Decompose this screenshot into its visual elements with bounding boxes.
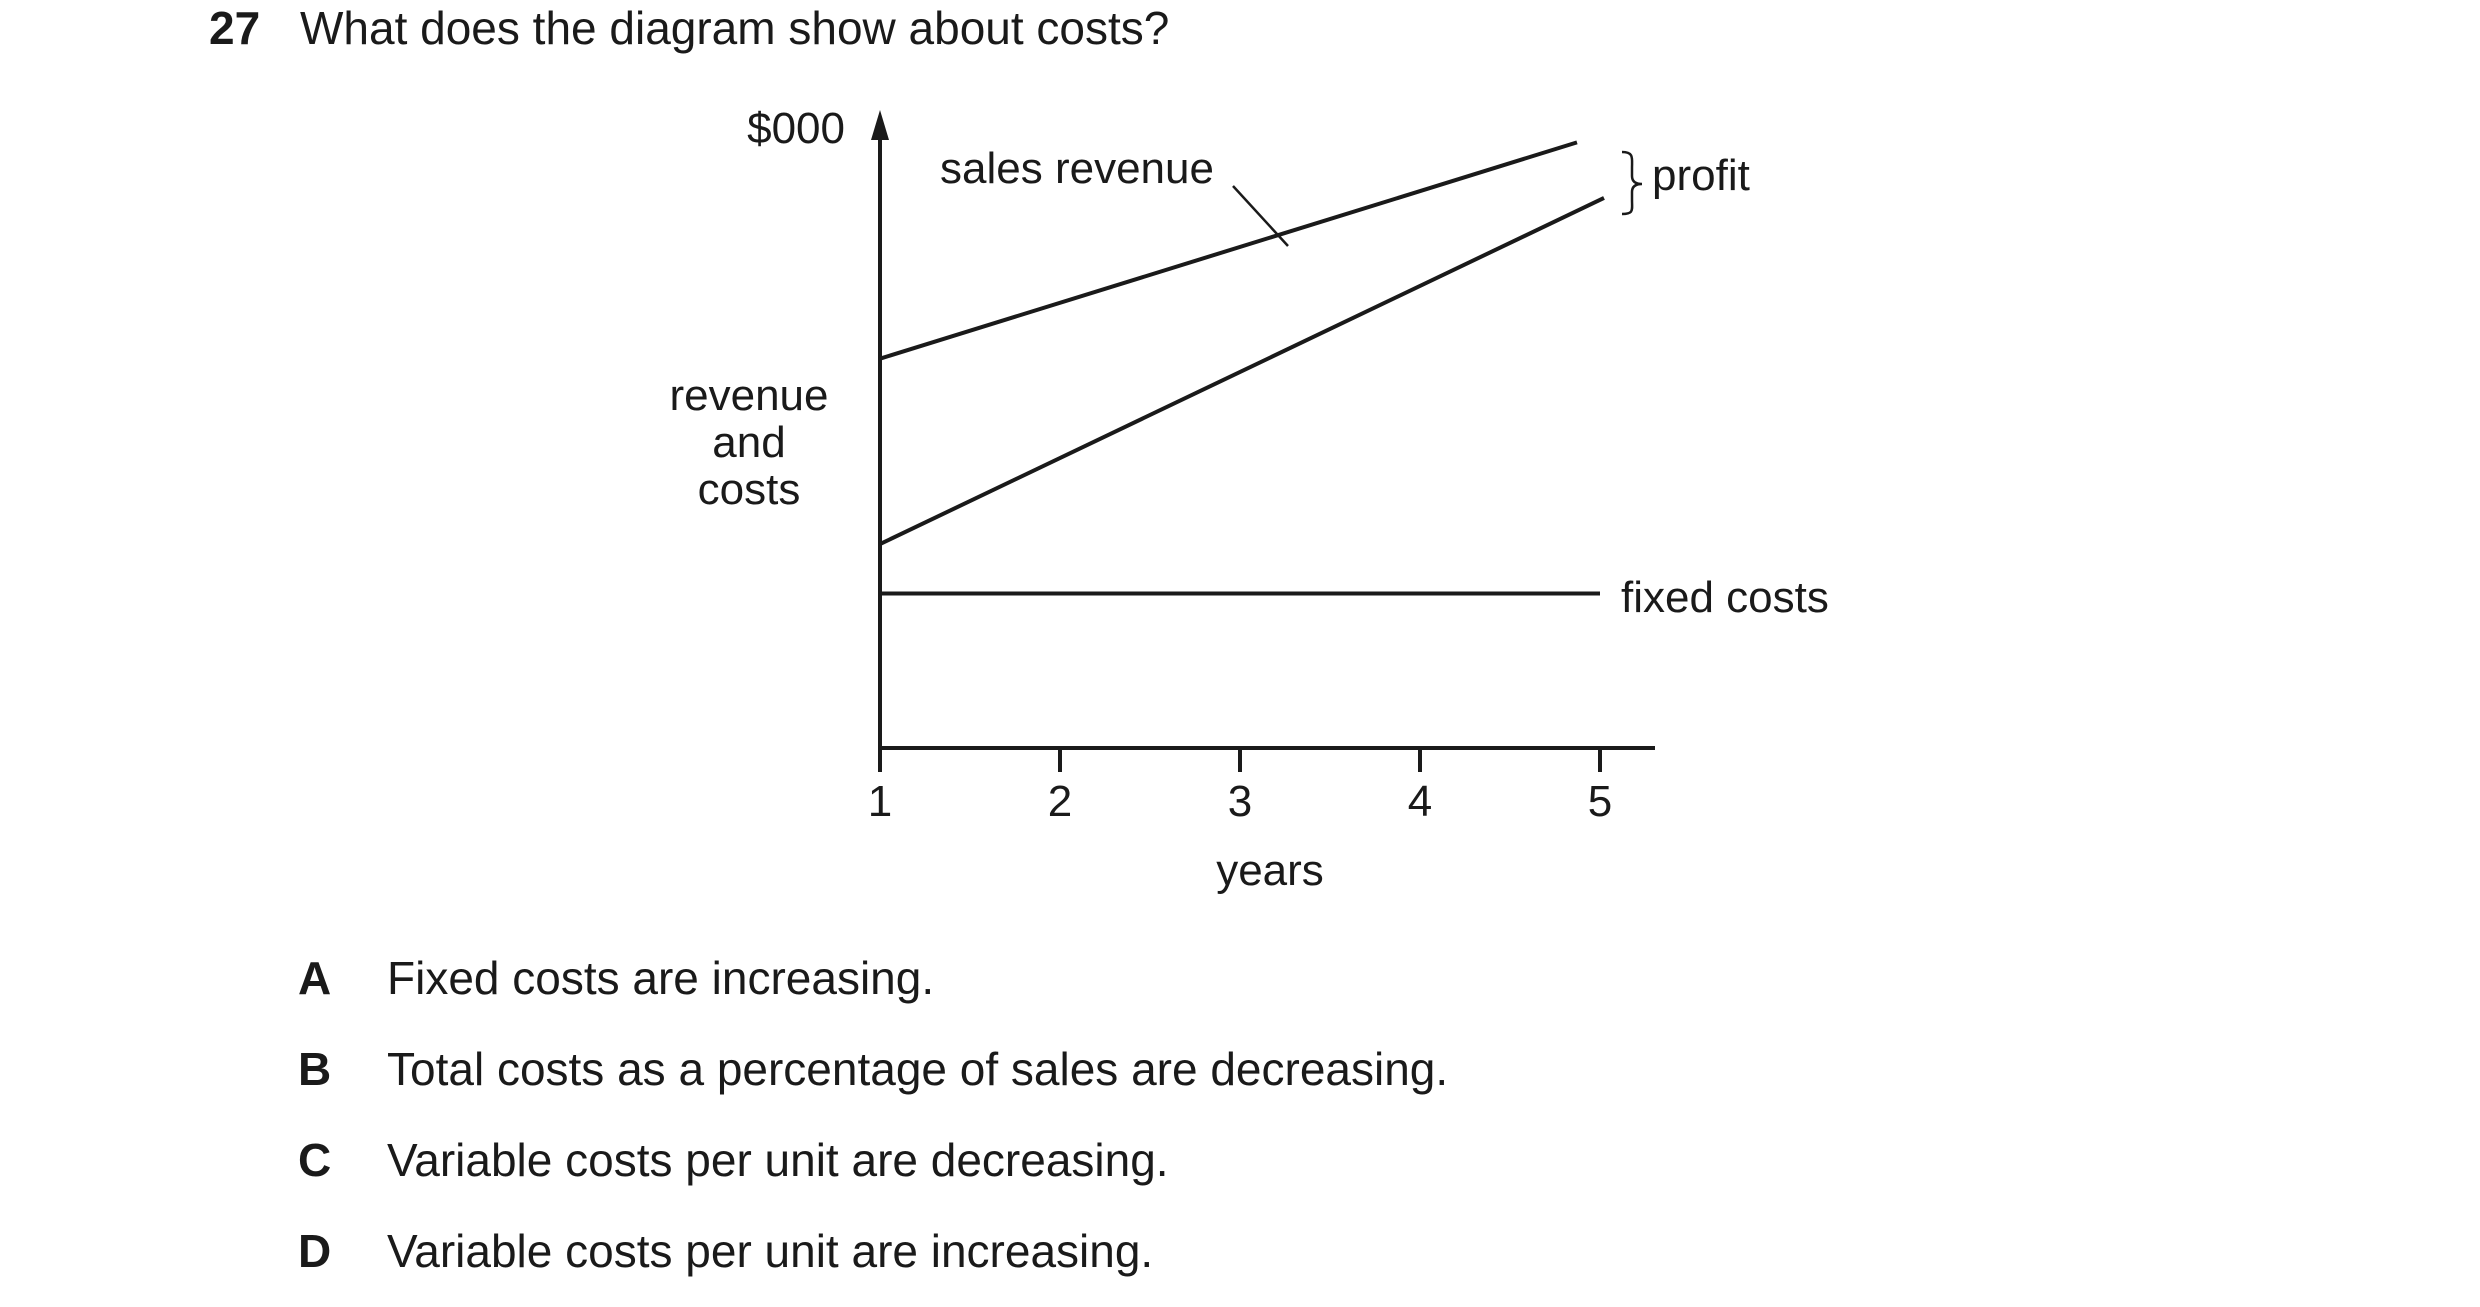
chart-axes bbox=[871, 110, 1655, 772]
question-text: What does the diagram show about costs? bbox=[300, 2, 1170, 54]
sales-revenue-leader-line bbox=[1232, 185, 1289, 247]
x-tick-label: 5 bbox=[1588, 777, 1612, 826]
y-axis-label-line: costs bbox=[698, 465, 801, 514]
y-axis-label-line: and bbox=[712, 418, 785, 467]
option-letter: C bbox=[298, 1134, 332, 1186]
x-tick-label: 2 bbox=[1048, 777, 1072, 826]
option-letter: D bbox=[298, 1225, 332, 1277]
profit-annotation: profit bbox=[1652, 151, 1750, 200]
x-tick-label: 1 bbox=[868, 777, 892, 826]
profit-brace bbox=[1621, 150, 1643, 216]
fixed-costs-annotation: fixed costs bbox=[1621, 573, 1829, 622]
option-d[interactable]: D Variable costs per unit are increasing. bbox=[298, 1223, 1153, 1279]
option-text: Total costs as a percentage of sales are… bbox=[387, 1043, 1449, 1095]
y-axis-label-line: revenue bbox=[669, 371, 828, 420]
total-costs-line bbox=[879, 196, 1605, 546]
option-c[interactable]: C Variable costs per unit are decreasing. bbox=[298, 1132, 1169, 1188]
question-heading: 27 What does the diagram show about costs… bbox=[209, 0, 1169, 56]
option-a[interactable]: A Fixed costs are increasing. bbox=[298, 950, 934, 1006]
sales-revenue-line bbox=[879, 140, 1578, 361]
sales-revenue-annotation: sales revenue bbox=[940, 144, 1214, 193]
option-letter: B bbox=[298, 1043, 332, 1095]
y-axis-arrow-icon bbox=[871, 110, 889, 140]
y-unit-label: $000 bbox=[747, 104, 845, 153]
x-tick-label: 3 bbox=[1228, 777, 1252, 826]
option-text: Fixed costs are increasing. bbox=[387, 952, 935, 1004]
chart-series bbox=[879, 140, 1605, 596]
question-number: 27 bbox=[209, 2, 261, 54]
x-tick-label: 4 bbox=[1408, 777, 1432, 826]
option-letter: A bbox=[298, 952, 332, 1004]
option-text: Variable costs per unit are increasing. bbox=[387, 1225, 1154, 1277]
option-text: Variable costs per unit are decreasing. bbox=[387, 1134, 1169, 1186]
option-b[interactable]: B Total costs as a percentage of sales ar… bbox=[298, 1041, 1448, 1097]
x-axis-label: years bbox=[1216, 846, 1324, 895]
